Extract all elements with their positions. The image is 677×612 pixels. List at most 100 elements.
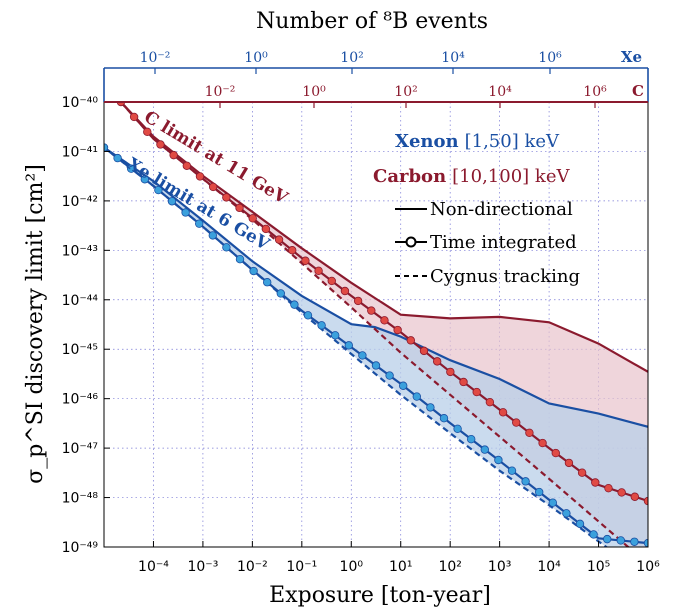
xenon-time-integrated-point	[643, 538, 648, 547]
y-tick-label: 10⁻⁴³	[62, 243, 98, 259]
legend-marker	[405, 236, 417, 248]
carbon-time-integrated-point	[208, 182, 218, 192]
carbon-time-integrated-point	[551, 448, 560, 458]
y-tick-label: 10⁻⁴¹	[62, 144, 98, 160]
xenon-time-integrated-point	[331, 331, 340, 340]
xenon-time-integrated-point	[521, 477, 530, 486]
xenon-time-integrated-point	[603, 534, 612, 544]
xenon-time-integrated-point	[480, 445, 489, 454]
x-tick-label: 10²	[438, 559, 461, 575]
c-tick-label: 10⁻²	[205, 84, 236, 100]
xenon-time-integrated-point	[412, 392, 421, 401]
carbon-time-integrated-point	[353, 296, 363, 306]
y-tick-label: 10⁻⁴²	[62, 194, 98, 210]
xenon-time-integrated-point	[126, 164, 136, 173]
series-markers	[104, 102, 648, 547]
carbon-time-integrated-point	[182, 161, 192, 170]
legend-nondirectional: Non-directional	[430, 199, 573, 220]
carbon-time-integrated-point	[261, 224, 271, 234]
x-tick-label: 10¹	[389, 559, 412, 575]
xenon-time-integrated-point	[589, 530, 598, 539]
carbon-time-integrated-point	[367, 306, 376, 315]
xenon-time-integrated-point	[290, 300, 299, 309]
x-tick-label: 10⁵	[587, 559, 610, 575]
carbon-time-integrated-point	[406, 336, 416, 345]
carbon-time-integrated-point	[604, 483, 613, 493]
c-tick-label: 10⁰	[302, 84, 326, 100]
xenon-time-integrated-point	[399, 381, 408, 390]
carbon-time-integrated-point	[222, 193, 231, 202]
carbon-cygnus-line	[120, 102, 630, 547]
legend-cygnus: Cygnus tracking	[430, 266, 580, 287]
xenon-time-integrated-point	[344, 341, 353, 350]
x-tick-label: 10³	[488, 559, 511, 575]
carbon-time-integrated-point	[577, 468, 587, 477]
carbon-time-integrated-point	[143, 127, 152, 137]
legend-xenon-name: Xenon	[395, 131, 459, 152]
x-tick-label: 10⁶	[636, 559, 660, 575]
legend-carbon-range: [10,100] keV	[452, 166, 570, 187]
y-tick-label: 10⁻⁴⁰	[62, 95, 99, 111]
x-axis-title: Exposure [ton-year]	[269, 583, 491, 608]
xenon-time-integrated-point	[167, 197, 177, 206]
xenon-time-integrated-point	[194, 219, 204, 228]
carbon-time-integrated-point	[459, 377, 468, 387]
y-tick-label: 10⁻⁴⁸	[62, 491, 99, 507]
axis-ticks: 10⁻⁴ 10⁻³ 10⁻² 10⁻¹ 10⁰ 10¹ 10² 10³ 10⁴ 10⁵ 10⁶ 10⁻…	[62, 95, 661, 575]
legend-carbon: Carbon [10,100] keV	[373, 166, 570, 187]
xenon-time-integrated-point	[113, 153, 122, 163]
xenon-cygnus-line	[104, 146, 609, 547]
top-axis-title: Number of ⁸B events	[256, 9, 488, 34]
xenon-time-integrated-point	[317, 321, 326, 330]
carbon-time-integrated-point	[617, 488, 626, 497]
carbon-time-integrated-point	[564, 458, 574, 468]
legend-time-integrated: Time integrated	[430, 232, 577, 253]
carbon-time-integrated-point	[525, 428, 534, 437]
xenon-nondirectional-line	[104, 146, 648, 428]
xenon-time-integrated-point	[208, 231, 217, 240]
xe-axis-label: Xe	[621, 48, 642, 66]
x-tick-label: 10⁻³	[187, 559, 218, 575]
xenon-time-integrated-point	[439, 414, 449, 423]
carbon-time-integrated-point	[340, 286, 350, 296]
c-tick-label: 10⁴	[488, 84, 512, 100]
carbon-time-integrated-point	[169, 150, 178, 160]
xenon-time-integrated-point	[616, 536, 625, 545]
carbon-time-integrated-point	[235, 203, 244, 213]
c-tick-label: 10⁶	[583, 84, 607, 100]
xenon-time-integrated-point	[630, 537, 639, 546]
xenon-time-integrated-point	[385, 371, 394, 380]
legend-carbon-name: Carbon	[373, 166, 446, 187]
x-tick-label: 10⁰	[340, 559, 364, 575]
xenon-time-integrated-point	[154, 185, 163, 195]
carbon-time-integrated-point	[485, 397, 495, 407]
carbon-time-integrated-point	[538, 438, 547, 448]
xenon-time-integrated-point	[467, 435, 476, 444]
xenon-time-integrated-point	[453, 424, 462, 434]
xenon-time-integrated-point	[575, 519, 585, 529]
carbon-time-integrated-point	[195, 172, 205, 181]
carbon-time-integrated-point	[129, 112, 139, 122]
carbon-time-integrated-point	[512, 418, 521, 427]
carbon-time-integrated-point	[248, 214, 257, 223]
legend: Xenon [1,50] keV Carbon [10,100] keV Non-d…	[373, 131, 580, 287]
carbon-time-integrated-point	[419, 346, 429, 356]
xenon-time-integrated-point	[303, 311, 313, 320]
carbon-time-integrated-point	[380, 316, 389, 325]
carbon-time-integrated-point	[446, 367, 455, 377]
y-axis-title: σ_p^SI discovery limit [cm²]	[23, 164, 48, 484]
xenon-time-integrated-point	[494, 455, 503, 465]
y-tick-label: 10⁻⁴⁷	[62, 441, 98, 457]
xenon-time-integrated-point	[507, 466, 517, 475]
xenon-time-integrated-point	[181, 208, 190, 217]
x-tick-label: 10⁴	[537, 559, 561, 575]
xenon-time-integrated-point	[535, 487, 544, 497]
c-tick-label: 10²	[394, 84, 417, 100]
xenon-time-integrated-point	[140, 175, 149, 184]
xenon-time-integrated-point	[371, 361, 381, 370]
xenon-time-integrated-point	[235, 254, 245, 264]
carbon-time-integrated-point	[393, 325, 402, 335]
xe-tick-label: 10²	[340, 50, 363, 66]
y-tick-label: 10⁻⁴⁴	[62, 293, 99, 309]
